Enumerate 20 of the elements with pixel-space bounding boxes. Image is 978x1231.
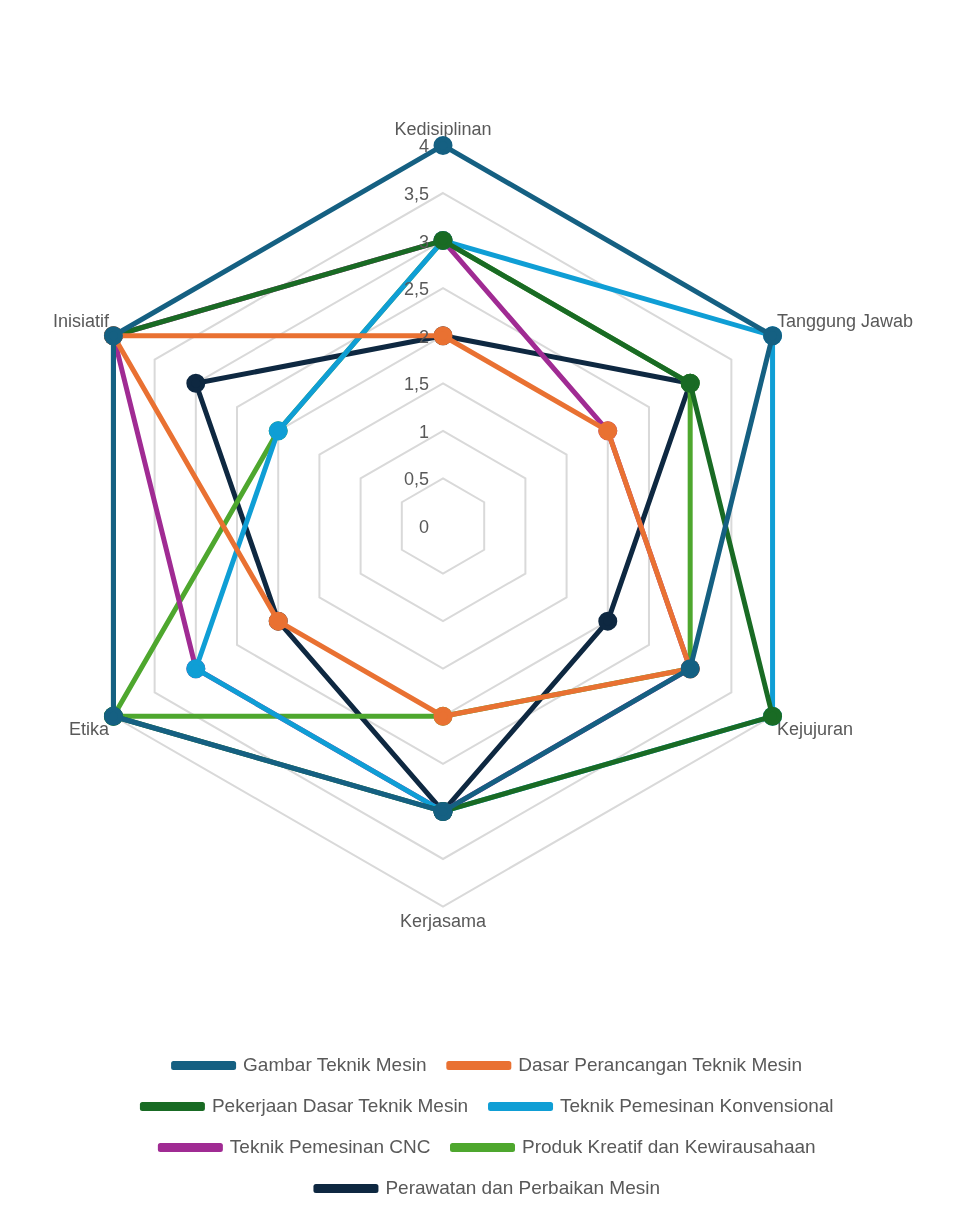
legend-label: Teknik Pemesinan Konvensional — [560, 1094, 834, 1116]
y-tick-label: 0,5 — [403, 469, 429, 490]
legend-label: Teknik Pemesinan CNC — [229, 1135, 431, 1157]
y-tick-label: 1 — [418, 421, 429, 442]
legend-label: Pekerjaan Dasar Teknik Mesin — [211, 1094, 469, 1116]
y-tick-label: 4 — [418, 136, 429, 157]
y-tick-label: 3,5 — [403, 183, 429, 204]
y-tick-label: 0 — [418, 516, 429, 537]
spoke-label: Etika — [69, 718, 111, 739]
legend-label: Produk Kreatif dan Kewirausahaan — [522, 1135, 816, 1157]
y-tick-label: 2,5 — [403, 279, 429, 300]
y-tick-label: 1,5 — [403, 374, 429, 395]
spoke-label: Kejujuran — [776, 718, 853, 739]
spoke-label: Kerjasama — [399, 911, 487, 932]
spoke-label: Tanggung Jawab — [776, 311, 913, 332]
legend-label: Dasar Perancangan Teknik Mesin — [518, 1053, 803, 1075]
spoke-label: Kedisiplinan — [394, 118, 492, 139]
spoke-label: Inisiatif — [53, 311, 111, 332]
legend-label: Perawatan dan Perbaikan Mesin — [385, 1176, 661, 1198]
legend-label: Gambar Teknik Mesin — [243, 1053, 427, 1075]
